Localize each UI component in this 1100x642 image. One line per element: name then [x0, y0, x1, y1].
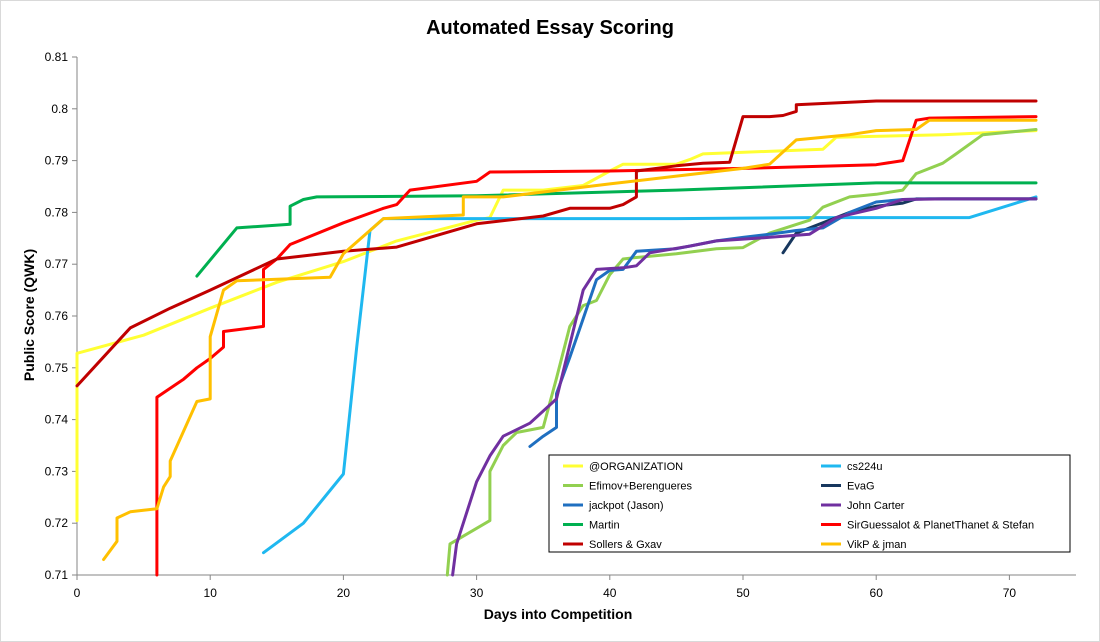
legend: @ORGANIZATION cs224u Efimov+Berengueres Eva… [548, 454, 1071, 553]
series-line-vikp-jman [102, 118, 1038, 561]
series-layer [75, 99, 1038, 577]
legend-box [548, 454, 1071, 553]
legend-label: SirGuessalot & PlanetThanet & Stefan [847, 520, 1034, 532]
y-tick-label: 0.73 [45, 464, 69, 478]
x-tick-label: 20 [337, 586, 351, 600]
y-tick-label: 0.74 [45, 413, 69, 427]
x-tick-label: 10 [204, 586, 218, 600]
series-line-sirguessalot-planetthanet-stefan [155, 115, 1038, 577]
y-tick-label: 0.78 [45, 205, 69, 219]
y-tick-label: 0.71 [45, 568, 69, 582]
x-tick-label: 70 [1003, 586, 1017, 600]
x-tick-label: 60 [870, 586, 884, 600]
y-axis-label: Public Score (QWK) [21, 249, 37, 381]
y-tick-label: 0.81 [45, 50, 69, 64]
x-tick-label: 0 [74, 586, 81, 600]
y-tick-label: 0.75 [45, 361, 69, 375]
series-line-sollers-gxav [75, 99, 1038, 388]
legend-label: jackpot (Jason) [588, 500, 664, 512]
x-tick-label: 40 [603, 586, 617, 600]
legend-label: EvaG [847, 481, 875, 493]
legend-label: Sollers & Gxav [589, 539, 662, 551]
series-line-efimov-berengueres [445, 128, 1038, 577]
series-line-john-carter [451, 197, 1038, 577]
legend-label: Martin [589, 520, 620, 532]
x-tick-label: 30 [470, 586, 484, 600]
legend-label: cs224u [847, 461, 882, 473]
x-axis-label: Days into Competition [484, 606, 633, 622]
series-line-martin [195, 181, 1038, 278]
y-tick-label: 0.79 [45, 154, 69, 168]
x-tick-label: 50 [736, 586, 750, 600]
y-tick-label: 0.72 [45, 516, 69, 530]
legend-label: Efimov+Berengueres [589, 481, 693, 493]
legend-label: @ORGANIZATION [589, 461, 683, 473]
y-tick-label: 0.77 [45, 257, 69, 271]
legend-label: John Carter [847, 500, 905, 512]
legend-label: VikP & jman [847, 539, 907, 551]
y-tick-label: 0.8 [51, 102, 68, 116]
y-tick-label: 0.76 [45, 309, 69, 323]
chart-title: Automated Essay Scoring [426, 17, 674, 39]
